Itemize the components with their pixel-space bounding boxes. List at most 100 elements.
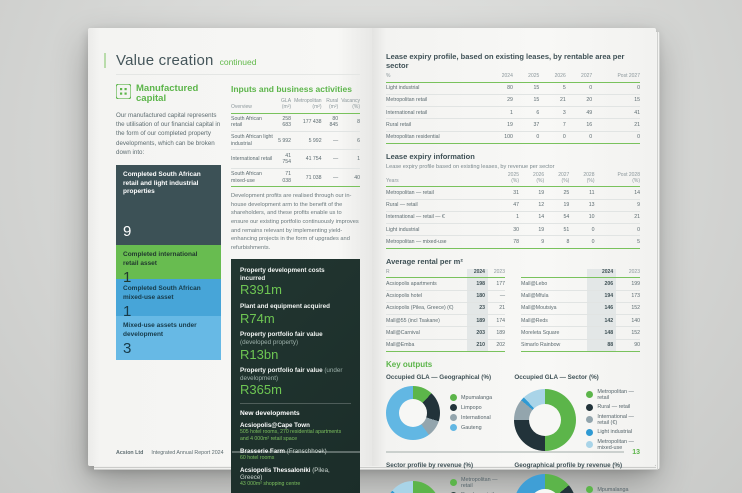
table-row: Mall@Moutsiya 146 152 [521,302,640,316]
cell-value: 5 992 [274,131,292,151]
table-row: Light industrial 30 19 51 0 0 [386,223,640,237]
table-column-header: 2025 [512,73,540,83]
kpi-value: R391m [240,282,282,298]
table-row: International — retail — €1 14 54 10 21 [386,211,640,225]
legend-item: Metropolitan — retail [586,389,640,401]
cell-value: 23 [467,302,488,316]
cell-value: 51 [544,223,570,237]
manufactured-capital-body: Our manufactured capital represents the … [116,111,221,157]
row-label: Light industrial [386,223,494,237]
table-column-header: Post 2028 (%) [594,171,640,188]
lease-expiry-area-table: % 2024 2025 2026 2027 Post 2027 Light industr… [386,73,640,144]
page-number: 13 [632,449,640,456]
kpi-dark-box: Property development costs incurred R391… [231,259,360,493]
table-row: South African retail 258 683 177 438 80 845… [231,113,360,132]
page-header: Value creation continued [104,52,360,75]
legend-label: Rural — retail [597,404,631,411]
cell-value: 15 [512,94,540,108]
legend-label: Gauteng [461,424,482,431]
average-rental-section: Average rental per m² R 2024 2023 Acsiopol… [386,257,640,352]
cell-value: — [487,290,505,303]
table-row: International retail 41 754 41 754—1 [231,149,360,169]
cell-value: 11 [569,186,595,200]
stat-block-mixed-use-development: Mixed-use assets under development 3 [116,316,221,361]
cell-value: 80 845 [321,113,339,132]
chart-geographical-revenue: Geographical profile by revenue (%) Mpum… [514,462,640,493]
cell-value: 199 [616,277,640,291]
inputs-column: Inputs and business activities Overview G… [231,84,360,493]
donut-chart-sector-gla [514,388,577,451]
cell-value: 9 [594,199,640,212]
average-rental-table-left: R 2024 2023 Acsiopolis apartments 198 177 Acs… [386,268,505,352]
legend-item: Mpumalanga [450,394,492,402]
table-column-header: 2026 (%) [519,171,545,188]
row-label: Mall@Mfula [521,290,588,303]
manufactured-capital-heading: Manufactured capital [136,83,199,105]
page-title-suffix: continued [219,57,257,67]
cell-value: — [321,168,339,188]
cell-value: 0 [592,131,640,144]
kpi-development-costs: Property development costs incurred R391… [240,267,351,297]
cell-value: 0 [565,131,593,144]
table-row: Mall@Carnival 203 189 [386,326,505,340]
table-column-header: GLA (m²) [274,98,292,114]
stat-block-label: Completed South African mixed-use asset [123,285,201,301]
report-name: Integrated Annual Report 2024 [151,450,224,456]
lease-expiry-info-section: Lease expiry information Lease expiry pr… [386,152,640,249]
kpi-value: R74m [240,310,275,326]
donut-chart-geographical-revenue [514,473,577,493]
donut-chart-sector-revenue [386,480,440,493]
row-label: Mall@Carnival [386,326,468,340]
cell-value: 8 [338,113,360,132]
cell-value: 30 [493,223,520,237]
kpi-label: Plant and equipment acquired [240,303,330,311]
stat-block-value: 1 [123,303,132,321]
table-column-header: Rural (m²) [321,98,339,114]
table-label-header [521,268,588,279]
legend-label: Metropolitan — mixed-use [597,438,634,451]
legend-dot-icon [450,404,457,412]
new-development-item: Acsiopolis@Cape Town 505 hotel rooms, 27… [240,422,351,444]
table-row: South African mixed-use 71 038 71 038—40 [231,168,360,188]
cell-value: 100 [486,131,513,144]
table-column-header: 2026 [539,73,566,83]
legend-dot-icon [586,416,594,424]
legend-label: Limpopo [461,404,482,411]
row-label: International — retail — € [386,211,494,225]
development-name: Acsiopolis Thessaloniki [240,466,311,474]
cell-value: 31 [493,186,520,200]
cell-value: 0 [569,223,595,237]
new-development-item: Brasserie Farm (Franschhoek) 60 hotel ro… [240,448,351,463]
table-column-header: 2028 (%) [569,171,595,188]
row-label: International retail [386,106,487,120]
lease-expiry-area-title: Lease expiry profile, based on existing … [386,52,625,70]
cell-value: 148 [587,326,617,340]
legend-label: Metropolitan — retail [597,388,634,401]
development-name: Brasserie Farm [240,447,286,455]
kpi-fair-value-under-development: Property portfolio fair value (under dev… [240,367,351,397]
cell-value: 0 [594,223,640,237]
cell-value: 1 [486,106,513,120]
cell-value: 19 [544,199,570,212]
legend-dot-icon [450,424,457,432]
row-label: Mall@Emba [386,339,468,352]
inputs-heading: Inputs and business activities [231,84,352,94]
chart-legend: Metropolitan — retail Rural — retail Inter… [586,386,640,454]
kpi-label-suffix: (under development) [240,367,343,382]
chart-title: Geographical profile by revenue (%) [514,461,623,469]
cell-value: 41 754 [291,149,322,169]
cell-value: 174 [487,314,505,328]
cell-value: 177 438 [291,113,322,132]
table-label-header: Overview [231,98,275,114]
cell-value: 152 [616,326,640,340]
cell-value: 9 [519,235,545,249]
stat-block-label: Mixed-use assets under development [123,322,197,338]
cell-value: 10 [569,211,595,225]
new-development-item: Acsiopolis Thessaloniki (Pilea, Greece) … [240,467,351,489]
report-spread: Value creation continued Manufactured ca… [88,28,660,493]
chart-occupied-gla-sector: Occupied GLA — Sector (%) Metropolitan —… [514,374,640,454]
kpi-label: Property development costs incurred [240,267,325,282]
table-column-header: Vacancy (%) [338,98,360,114]
page-title: Value creation [116,52,214,69]
